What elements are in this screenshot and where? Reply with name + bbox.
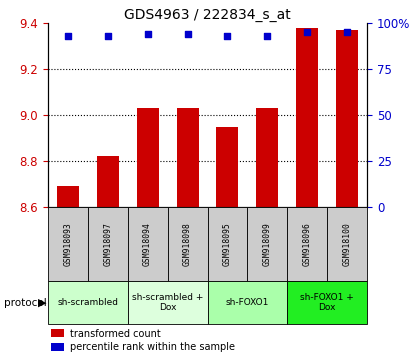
Bar <box>287 281 367 324</box>
Text: GSM918094: GSM918094 <box>143 222 152 266</box>
Text: GSM918095: GSM918095 <box>223 222 232 266</box>
Point <box>144 31 151 37</box>
Text: GSM918099: GSM918099 <box>263 222 272 266</box>
Text: protocol: protocol <box>4 298 47 308</box>
Point <box>224 33 231 39</box>
Text: GSM918097: GSM918097 <box>103 222 112 266</box>
Bar <box>128 281 208 324</box>
Bar <box>327 207 367 281</box>
Point <box>64 33 71 39</box>
Point <box>104 33 111 39</box>
Bar <box>97 156 119 207</box>
Bar <box>57 186 79 207</box>
Text: percentile rank within the sample: percentile rank within the sample <box>70 342 235 352</box>
Text: ▶: ▶ <box>38 298 46 308</box>
Title: GDS4963 / 222834_s_at: GDS4963 / 222834_s_at <box>124 8 291 22</box>
Bar <box>88 207 128 281</box>
Bar <box>51 329 64 337</box>
Bar <box>287 207 327 281</box>
Point <box>344 29 351 35</box>
Bar <box>208 281 287 324</box>
Bar <box>137 108 159 207</box>
Bar <box>296 28 318 207</box>
Point <box>184 31 191 37</box>
Bar <box>256 108 278 207</box>
Point <box>304 29 311 35</box>
Point <box>264 33 271 39</box>
Bar <box>217 126 239 207</box>
Bar <box>51 343 64 351</box>
Bar <box>128 207 168 281</box>
Text: sh-scrambled: sh-scrambled <box>57 298 118 307</box>
Bar <box>48 281 128 324</box>
Text: sh-FOXO1: sh-FOXO1 <box>226 298 269 307</box>
Bar <box>208 207 247 281</box>
Text: transformed count: transformed count <box>70 329 161 338</box>
Bar <box>176 108 198 207</box>
Bar <box>168 207 208 281</box>
Bar <box>336 30 358 207</box>
Text: GSM918098: GSM918098 <box>183 222 192 266</box>
Text: GSM918100: GSM918100 <box>343 222 352 266</box>
Bar <box>247 207 287 281</box>
Text: sh-FOXO1 +
Dox: sh-FOXO1 + Dox <box>300 293 354 312</box>
Bar <box>48 207 88 281</box>
Text: GSM918096: GSM918096 <box>303 222 312 266</box>
Text: GSM918093: GSM918093 <box>63 222 72 266</box>
Text: sh-scrambled +
Dox: sh-scrambled + Dox <box>132 293 203 312</box>
